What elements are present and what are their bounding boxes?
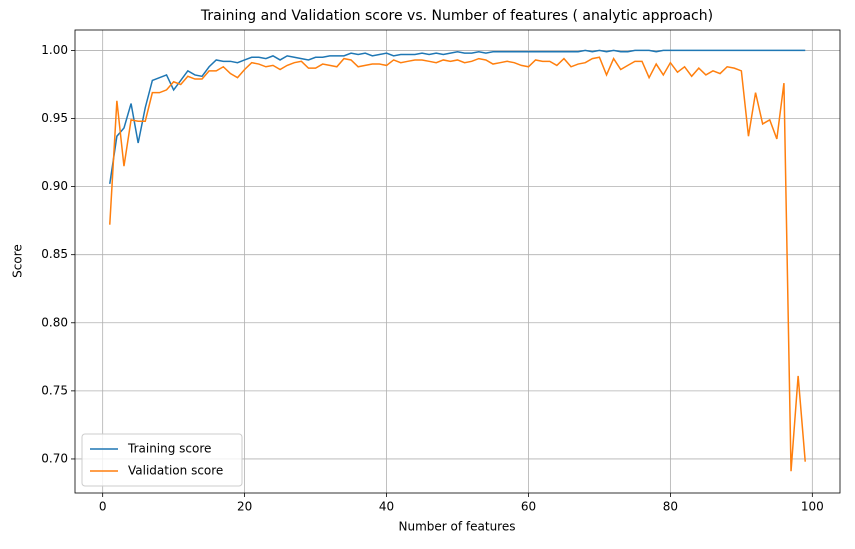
y-tick-label: 0.70 <box>41 451 68 465</box>
y-tick-label: 0.85 <box>41 247 68 261</box>
y-tick-label: 1.00 <box>41 43 68 57</box>
plot-frame <box>74 29 841 494</box>
chart-title: Training and Validation score vs. Number… <box>200 8 713 24</box>
x-tick-label: 80 <box>663 500 678 514</box>
x-tick-label: 20 <box>237 500 252 514</box>
x-tick-label: 60 <box>521 500 536 514</box>
y-tick-label: 0.75 <box>41 383 68 397</box>
legend: Training score Validation score <box>81 433 243 487</box>
line-series <box>109 56 806 472</box>
x-tick-label: 40 <box>379 500 394 514</box>
x-axis-label: Number of features <box>399 520 516 534</box>
y-tick-label: 0.80 <box>41 315 68 329</box>
y-tick-label: 0.95 <box>41 111 68 125</box>
legend-box <box>81 433 243 487</box>
y-tick-label: 0.90 <box>41 179 68 193</box>
line-series <box>109 49 806 184</box>
x-tick-label: 100 <box>801 500 824 514</box>
y-axis-label: Score <box>11 244 25 278</box>
legend-label: Validation score <box>128 464 223 478</box>
x-tick-label: 0 <box>99 500 107 514</box>
legend-label: Training score <box>127 442 211 456</box>
